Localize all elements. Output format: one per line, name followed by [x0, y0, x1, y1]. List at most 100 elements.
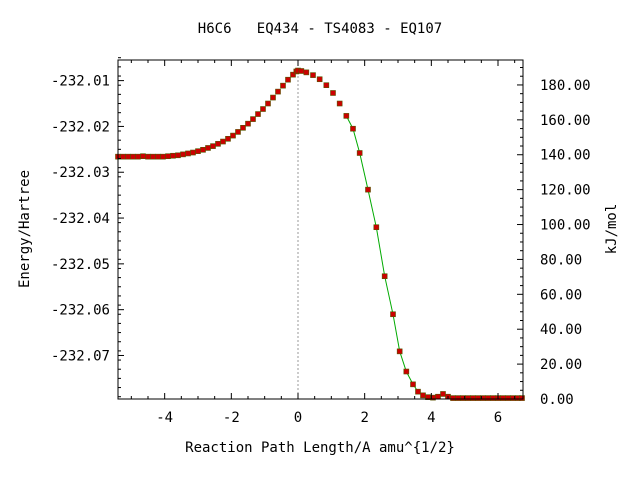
- data-point: [200, 146, 206, 153]
- data-point: [350, 125, 356, 132]
- data-point: [130, 153, 136, 160]
- data-point: [145, 153, 151, 160]
- data-point: [455, 395, 461, 401]
- data-point: [403, 368, 410, 375]
- x-tick-label: -2: [223, 410, 240, 426]
- data-point: [270, 94, 276, 101]
- data-point: [435, 393, 441, 400]
- y2-tick-label: 60.00: [540, 287, 582, 303]
- y-tick-label: -232.06: [51, 303, 110, 319]
- data-point: [450, 395, 456, 401]
- data-point: [190, 149, 196, 156]
- data-point: [185, 150, 191, 157]
- data-point: [470, 395, 476, 401]
- y-tick-label: -232.05: [51, 257, 110, 273]
- data-point: [343, 113, 350, 119]
- data-point: [323, 82, 330, 88]
- y-tick-label: -232.04: [51, 211, 110, 227]
- y-tick-label: -232.02: [51, 119, 110, 135]
- data-point: [280, 82, 286, 89]
- data-point: [175, 152, 181, 159]
- y2-axis-label: kJ/mol: [604, 204, 620, 255]
- data-point: [310, 72, 316, 78]
- chart-title: H6C6 EQ434 - TS4083 - EQ107: [198, 21, 442, 37]
- data-point: [240, 125, 246, 131]
- data-point: [230, 132, 236, 139]
- data-point: [298, 68, 305, 74]
- data-point: [155, 153, 161, 160]
- data-point: [265, 100, 271, 107]
- data-point: [205, 145, 211, 151]
- x-tick-label: 4: [427, 410, 435, 426]
- data-point: [235, 129, 241, 135]
- data-point: [485, 395, 491, 401]
- y2-tick-label: 180.00: [540, 78, 591, 94]
- y-tick-label: -232.03: [51, 165, 110, 181]
- data-point: [303, 69, 310, 76]
- y-tick-label: -232.01: [51, 74, 110, 90]
- data-point: [373, 224, 380, 231]
- data-point: [316, 76, 323, 83]
- data-point: [330, 90, 336, 96]
- data-point: [180, 151, 186, 158]
- data-point: [490, 395, 496, 401]
- plot-area: -4 -2 0 2 4 6 -232.01-232.02-232.03-232.04-23…: [51, 57, 591, 426]
- data-point: [210, 143, 216, 149]
- x-tick-label: -4: [156, 410, 173, 426]
- y2-tick-label: 80.00: [540, 252, 582, 268]
- data-point: [250, 116, 256, 122]
- data-point: [150, 153, 156, 160]
- data-point: [475, 395, 481, 401]
- data-point: [165, 153, 171, 160]
- data-point: [120, 153, 126, 160]
- data-point: [245, 120, 251, 127]
- data-point: [505, 395, 511, 401]
- y2-tick-label: 40.00: [540, 322, 582, 338]
- data-point: [170, 152, 176, 159]
- data-point: [195, 148, 201, 154]
- plot-frame: [117, 59, 524, 400]
- data-point: [440, 391, 446, 397]
- data-point: [160, 153, 166, 160]
- data-points: [115, 67, 525, 401]
- x-tick-label: 2: [360, 410, 368, 426]
- y2-tick-label: 140.00: [540, 148, 591, 164]
- data-point: [140, 153, 146, 160]
- data-point: [225, 135, 231, 142]
- y-axis-ticks: -232.01 -232.02 -232.03 -232.04 -232.05 -232.…: [51, 57, 124, 398]
- y2-tick-label: 120.00: [540, 183, 591, 199]
- data-point: [381, 273, 388, 280]
- data-point: [356, 150, 363, 156]
- data-point: [285, 76, 291, 83]
- y-tick-label: -232.07: [51, 348, 110, 364]
- y2-axis-ticks: 0.00 20.00 40.00 60.00 80.00 100.00 120.00 140.…: [517, 67, 591, 408]
- data-point: [410, 381, 416, 388]
- data-point: [415, 388, 421, 395]
- data-point: [390, 311, 396, 318]
- x-axis-ticks: -4 -2 0 2 4 6: [130, 60, 516, 426]
- data-point: [336, 100, 343, 107]
- data-point: [396, 348, 403, 355]
- x-tick-label: 0: [294, 410, 302, 426]
- data-point: [215, 141, 221, 147]
- data-point: [500, 395, 506, 401]
- data-point: [275, 88, 281, 95]
- data-point: [255, 111, 261, 117]
- data-point: [220, 138, 226, 145]
- x-tick-label: 6: [494, 410, 502, 426]
- data-point: [135, 153, 141, 160]
- data-point: [365, 186, 371, 193]
- data-point: [420, 392, 426, 399]
- data-point: [519, 395, 525, 401]
- y2-tick-label: 160.00: [540, 113, 591, 129]
- y2-tick-label: 0.00: [540, 392, 574, 408]
- data-point: [260, 106, 266, 112]
- data-point: [465, 395, 471, 401]
- data-point: [125, 153, 131, 160]
- y2-tick-label: 100.00: [540, 218, 591, 234]
- series-curve: [345, 115, 522, 399]
- data-point: [290, 71, 296, 78]
- y2-tick-label: 20.00: [540, 357, 582, 373]
- y-axis-label: Energy/Hartree: [17, 170, 33, 288]
